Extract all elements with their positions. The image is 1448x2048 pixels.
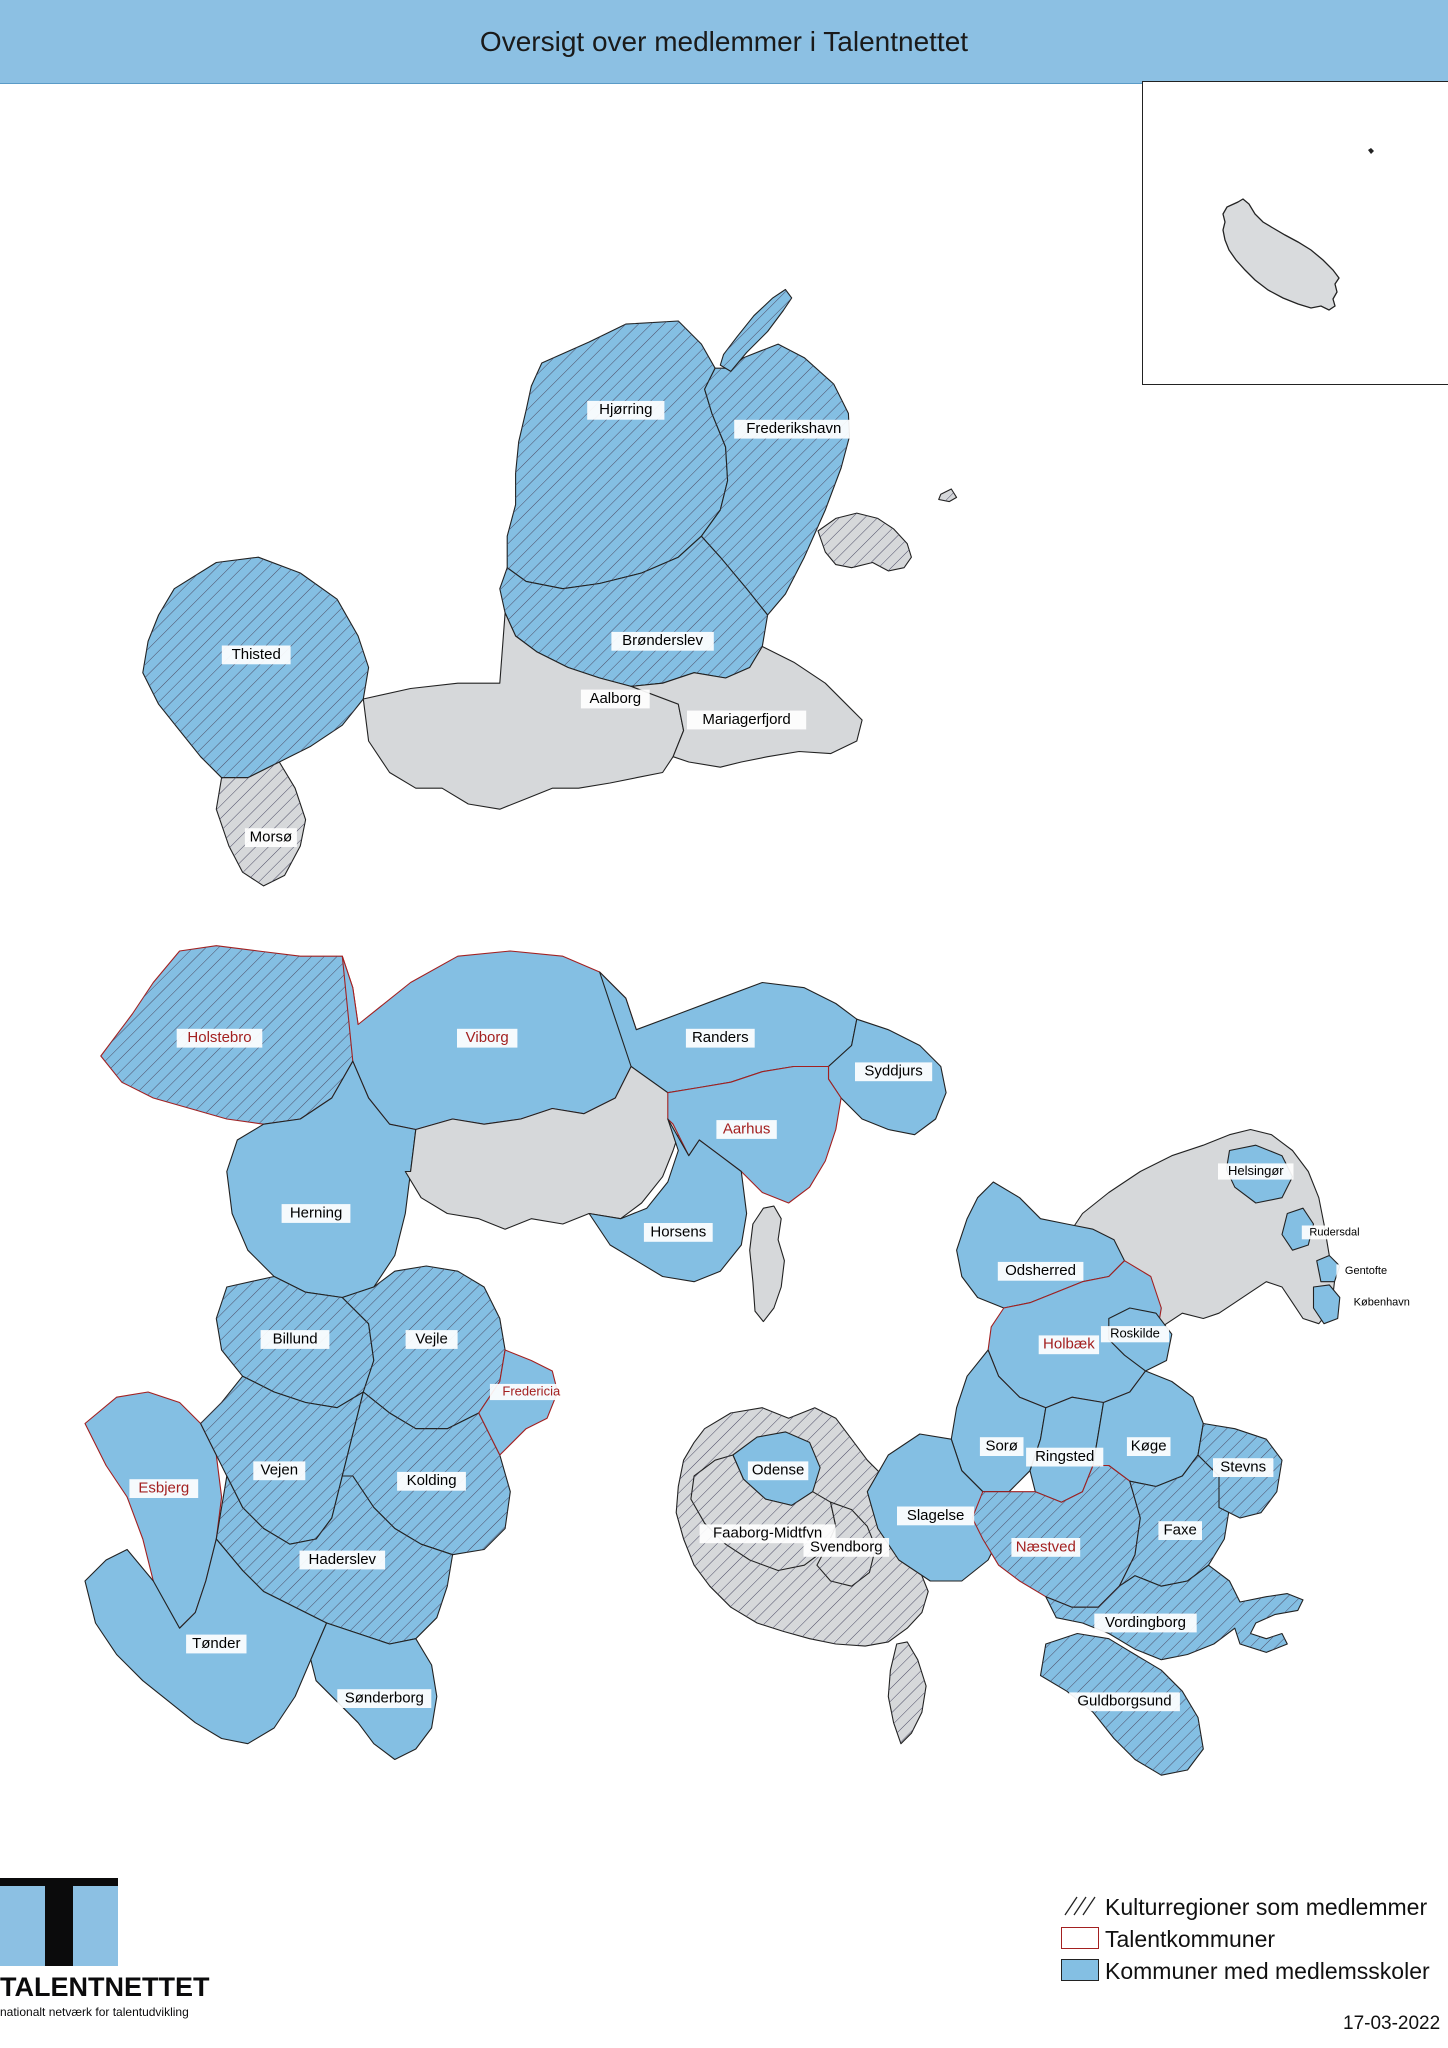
svg-text:Viborg: Viborg [466,1029,509,1046]
svg-text:Stevns: Stevns [1220,1459,1266,1476]
svg-text:Hjørring: Hjørring [599,401,652,418]
svg-text:Haderslev: Haderslev [309,1551,377,1568]
svg-text:Mariagerfjord: Mariagerfjord [702,711,790,728]
svg-text:Aarhus: Aarhus [723,1120,771,1137]
svg-text:Randers: Randers [692,1029,749,1046]
svg-text:Faxe: Faxe [1164,1522,1197,1539]
svg-text:nationalt netværk for talentud: nationalt netværk for talentudvikling [0,2005,189,2019]
svg-text:Morsø: Morsø [250,829,293,846]
svg-text:Fredericia: Fredericia [502,1383,561,1398]
svg-text:Odense: Odense [752,1462,805,1479]
svg-text:Billund: Billund [273,1330,318,1347]
svg-text:Syddjurs: Syddjurs [864,1063,922,1080]
svg-text:Guldborgsund: Guldborgsund [1077,1693,1171,1710]
svg-text:Helsingør: Helsingør [1228,1163,1284,1178]
svg-text:Kolding: Kolding [407,1472,457,1489]
svg-text:Brønderslev: Brønderslev [622,632,703,649]
svg-text:Horsens: Horsens [650,1223,706,1240]
svg-text:Holbæk: Holbæk [1043,1336,1095,1353]
svg-text:Frederikshavn: Frederikshavn [746,420,841,437]
svg-text:Thisted: Thisted [232,646,281,663]
svg-text:Tønder: Tønder [192,1635,240,1652]
svg-text:Slagelse: Slagelse [907,1507,965,1524]
svg-text:Rudersdal: Rudersdal [1309,1226,1359,1238]
svg-text:Vejen: Vejen [261,1462,299,1479]
svg-text:TALENTNETTET: TALENTNETTET [0,1972,210,2002]
svg-text:Svendborg: Svendborg [810,1538,883,1555]
svg-text:København: København [1354,1297,1410,1309]
svg-text:Herning: Herning [290,1204,343,1221]
svg-text:Roskilde: Roskilde [1110,1326,1160,1341]
svg-text:Sønderborg: Sønderborg [345,1690,424,1707]
svg-text:Sorø: Sorø [985,1438,1018,1455]
svg-text:Vordingborg: Vordingborg [1105,1614,1186,1631]
svg-text:Esbjerg: Esbjerg [138,1480,189,1497]
svg-text:Odsherred: Odsherred [1005,1262,1076,1279]
svg-text:Næstved: Næstved [1016,1538,1076,1555]
svg-text:Aalborg: Aalborg [589,690,641,707]
svg-text:Holstebro: Holstebro [187,1029,251,1046]
svg-text:Køge: Køge [1131,1438,1167,1455]
svg-text:Gentofte: Gentofte [1345,1265,1387,1277]
svg-text:Ringsted: Ringsted [1035,1448,1094,1465]
svg-text:Vejle: Vejle [415,1330,448,1347]
